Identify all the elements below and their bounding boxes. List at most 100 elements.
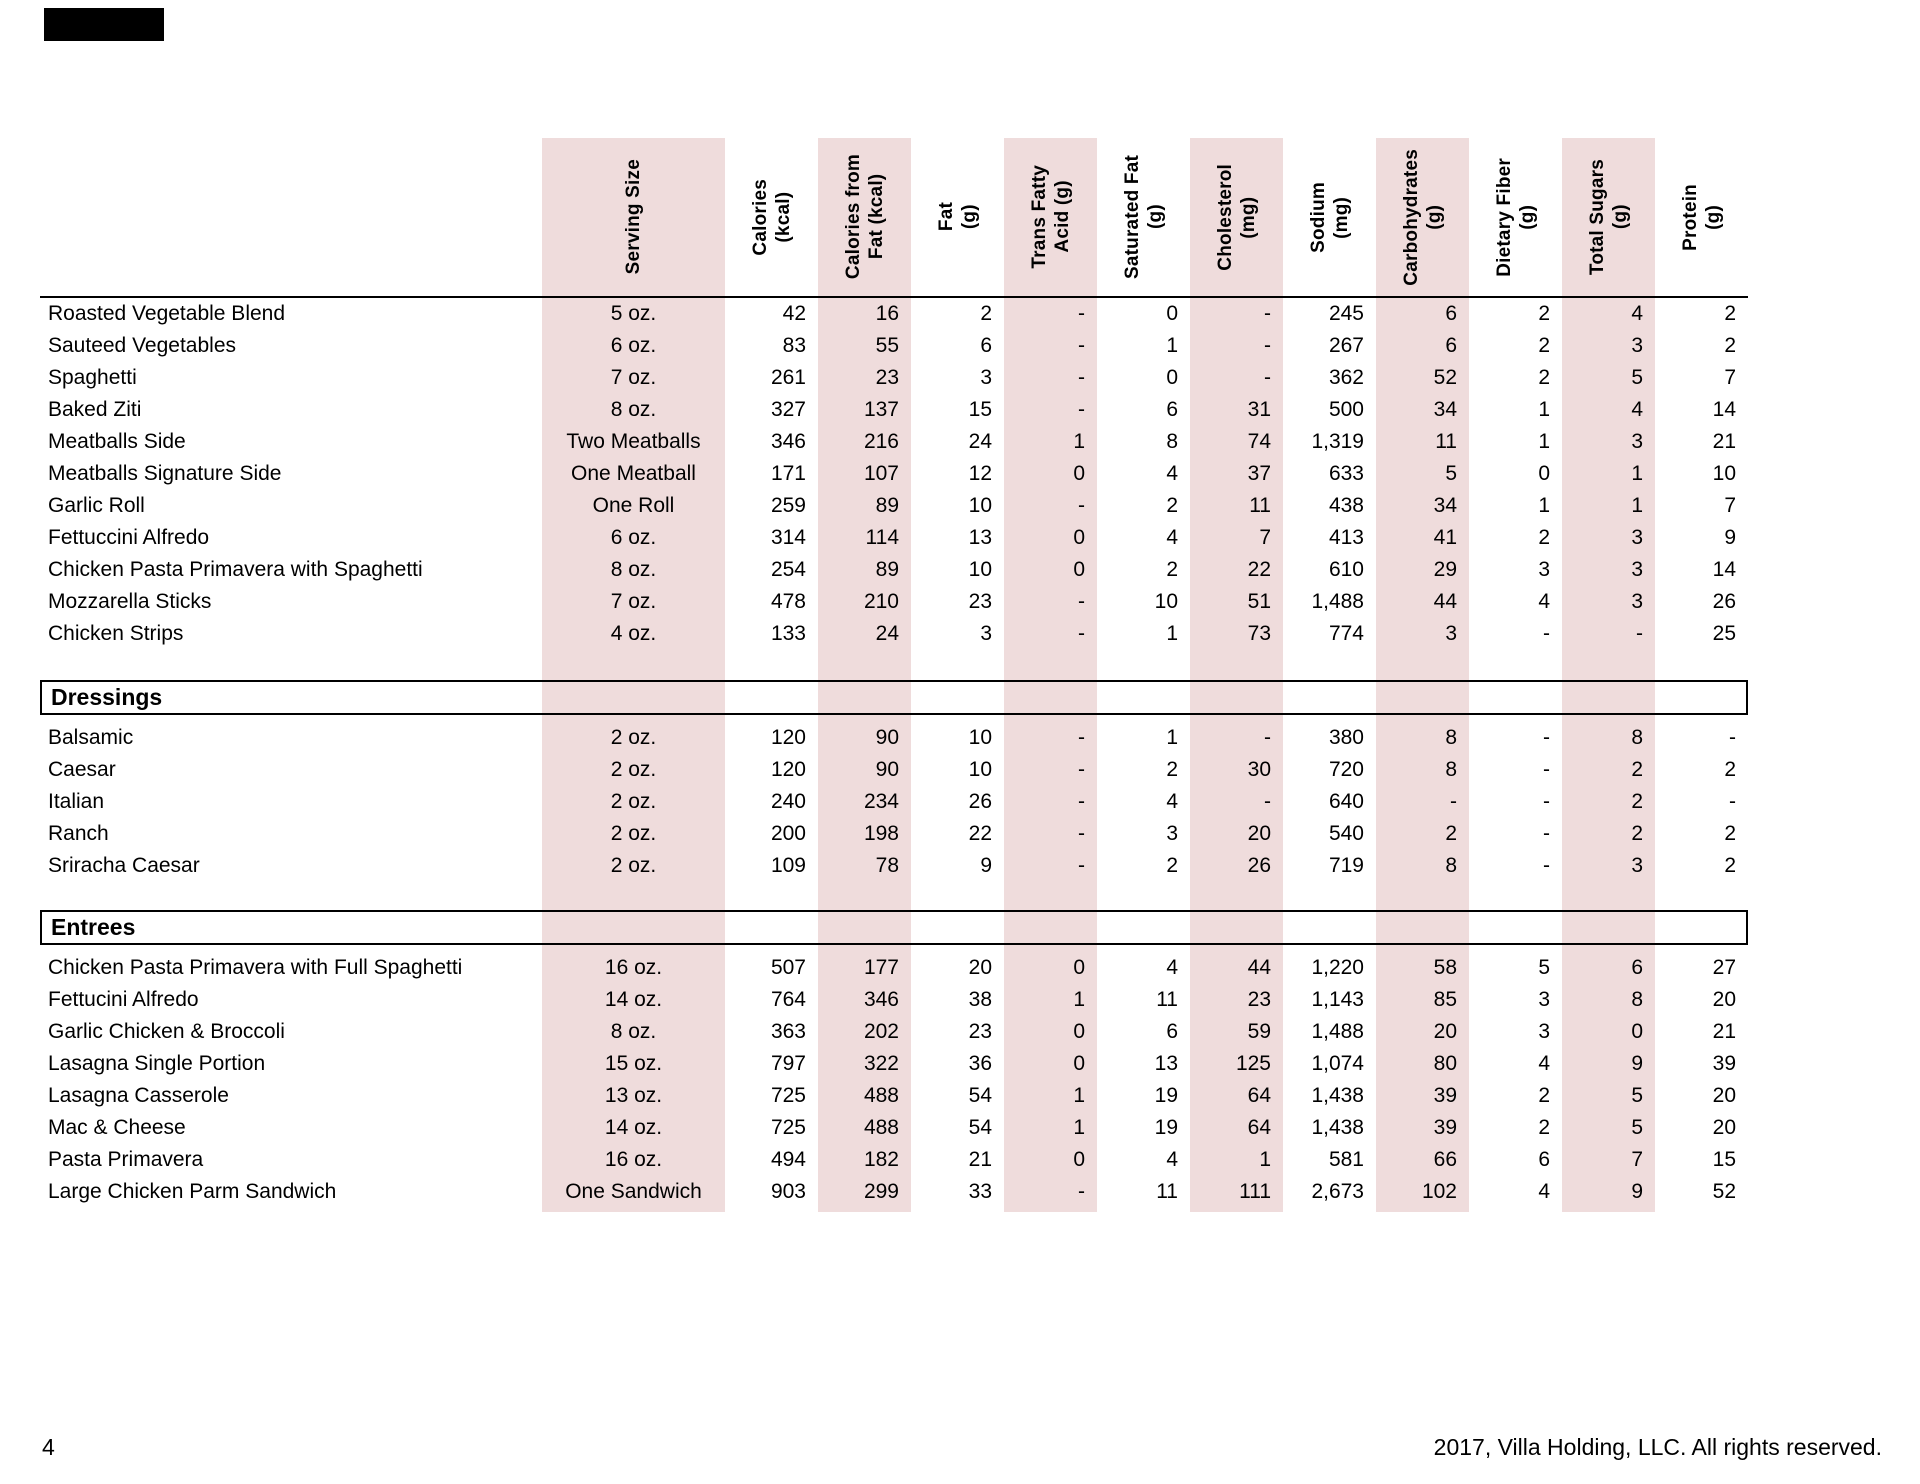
value-cell: 120	[770, 758, 806, 781]
value-cell: 200	[770, 822, 806, 845]
table-row: Sriracha Caesar 2 oz. 109 78 9 - 2 26 719 8 - 3 2	[40, 850, 1748, 882]
value-cell: 4	[1631, 302, 1643, 325]
item-name-cell: Garlic Chicken & Broccoli	[48, 1020, 285, 1043]
table-row: Lasagna Single Portion 15 oz. 797 322 36 0 13 1…	[40, 1048, 1748, 1080]
value-cell: 20	[1433, 1020, 1457, 1043]
table-row: Lasagna Casserole 13 oz. 725 488 54 1 19 64 1,43…	[40, 1080, 1748, 1112]
value-cell: -	[1543, 758, 1550, 781]
value-cell: 0	[1073, 956, 1085, 979]
value-cell: 42	[782, 302, 806, 325]
item-name-cell: Sauteed Vegetables	[48, 334, 236, 357]
value-cell: 4	[1631, 398, 1643, 421]
value-cell: 640	[1328, 790, 1364, 813]
value-cell: 22	[1247, 558, 1271, 581]
value-cell: 37	[1247, 462, 1271, 485]
column-header-cell: Calories (kcal)	[725, 138, 818, 296]
value-cell: 39	[1433, 1084, 1457, 1107]
column-header-label: Protein (g)	[1679, 183, 1724, 251]
value-cell: 8	[1445, 758, 1457, 781]
column-stripe	[1004, 138, 1097, 1212]
value-cell: 51	[1247, 590, 1271, 613]
section-header-dressings: Dressings	[40, 680, 1748, 715]
value-cell: 2	[1538, 1084, 1550, 1107]
value-cell: 4	[1166, 956, 1178, 979]
value-cell: 210	[863, 590, 899, 613]
item-name-cell: Large Chicken Parm Sandwich	[48, 1180, 337, 1203]
value-cell: 44	[1247, 956, 1271, 979]
table-row: Meatballs Side Two Meatballs 346 216 24 1 8 74 1…	[40, 426, 1748, 458]
serving-size-cell: 8 oz.	[610, 1020, 657, 1043]
column-header-label: Carbohydrates (g)	[1400, 148, 1445, 286]
value-cell: 581	[1328, 1148, 1364, 1171]
value-cell: 9	[980, 854, 992, 877]
value-cell: 8	[1631, 988, 1643, 1011]
value-cell: 764	[770, 988, 806, 1011]
value-cell: 3	[1538, 988, 1550, 1011]
value-cell: 2	[1724, 822, 1736, 845]
item-name-cell: Fettuccini Alfredo	[48, 526, 210, 549]
value-cell: 9	[1631, 1052, 1643, 1075]
value-cell: 64	[1247, 1116, 1271, 1139]
section-header-label: Entrees	[51, 914, 136, 940]
column-header-cell: Protein (g)	[1655, 138, 1748, 296]
item-name-cell: Garlic Roll	[48, 494, 145, 517]
value-cell: 5	[1631, 366, 1643, 389]
value-cell: 0	[1166, 366, 1178, 389]
value-cell: 34	[1433, 494, 1457, 517]
value-cell: -	[1078, 366, 1085, 389]
value-cell: 1,074	[1311, 1052, 1364, 1075]
table-row: Balsamic 2 oz. 120 90 10 - 1 - 380 8 - 8 -	[40, 722, 1748, 754]
column-header-cell: Dietary Fiber (g)	[1469, 138, 1562, 296]
table-row: Mac & Cheese 14 oz. 725 488 54 1 19 64 1,438 39 2 5…	[40, 1112, 1748, 1144]
value-cell: 261	[770, 366, 806, 389]
value-cell: 438	[1328, 494, 1364, 517]
value-cell: 0	[1538, 462, 1550, 485]
item-name-cell: Chicken Strips	[48, 622, 184, 645]
value-cell: 327	[770, 398, 806, 421]
page-number: 4	[42, 1434, 55, 1460]
value-cell: 633	[1328, 462, 1364, 485]
table-row: Large Chicken Parm Sandwich One Sandwich 9…	[40, 1176, 1748, 1208]
value-cell: 245	[1328, 302, 1364, 325]
value-cell: 14	[1712, 558, 1736, 581]
value-cell: 259	[770, 494, 806, 517]
value-cell: 6	[1445, 334, 1457, 357]
value-cell: 234	[863, 790, 899, 813]
value-cell: 12	[968, 462, 992, 485]
value-cell: 1	[1073, 1116, 1085, 1139]
column-header-label: Saturated Fat (g)	[1121, 154, 1166, 279]
value-cell: 3	[1631, 334, 1643, 357]
value-cell: 177	[863, 956, 899, 979]
value-cell: 125	[1235, 1052, 1271, 1075]
value-cell: 137	[863, 398, 899, 421]
value-cell: 3	[980, 622, 992, 645]
value-cell: 83	[782, 334, 806, 357]
value-cell: 0	[1073, 1052, 1085, 1075]
table-row: Baked Ziti 8 oz. 327 137 15-6 31 500 34 1 4 14	[40, 394, 1748, 426]
value-cell: 25	[1712, 622, 1736, 645]
value-cell: 27	[1712, 956, 1736, 979]
value-cell: 10	[968, 726, 992, 749]
value-cell: 85	[1433, 988, 1457, 1011]
value-cell: 413	[1328, 526, 1364, 549]
value-cell: 15	[968, 398, 992, 421]
serving-size-cell: One Roll	[592, 494, 675, 517]
item-name-cell: Caesar	[48, 758, 116, 781]
value-cell: 4	[1166, 1148, 1178, 1171]
serving-size-cell: 7 oz.	[610, 590, 657, 613]
value-cell: 254	[770, 558, 806, 581]
column-header-label: Fat (g)	[935, 202, 980, 232]
value-cell: 38	[968, 988, 992, 1011]
value-cell: 5	[1538, 956, 1550, 979]
value-cell: 120	[770, 726, 806, 749]
value-cell: 6	[1166, 1020, 1178, 1043]
item-name-cell: Ranch	[48, 822, 109, 845]
value-cell: -	[1729, 790, 1736, 813]
column-stripe	[1376, 138, 1469, 1212]
table-row: Chicken Strips 4 oz. 133 24 3 - 1 73 774 3 - - 25	[40, 618, 1748, 650]
value-cell: 41	[1433, 526, 1457, 549]
value-cell: 14	[1712, 398, 1736, 421]
value-cell: 13	[1154, 1052, 1178, 1075]
value-cell: 26	[1247, 854, 1271, 877]
item-name-cell: Chicken Pasta Primavera with Spaghetti	[48, 558, 423, 581]
